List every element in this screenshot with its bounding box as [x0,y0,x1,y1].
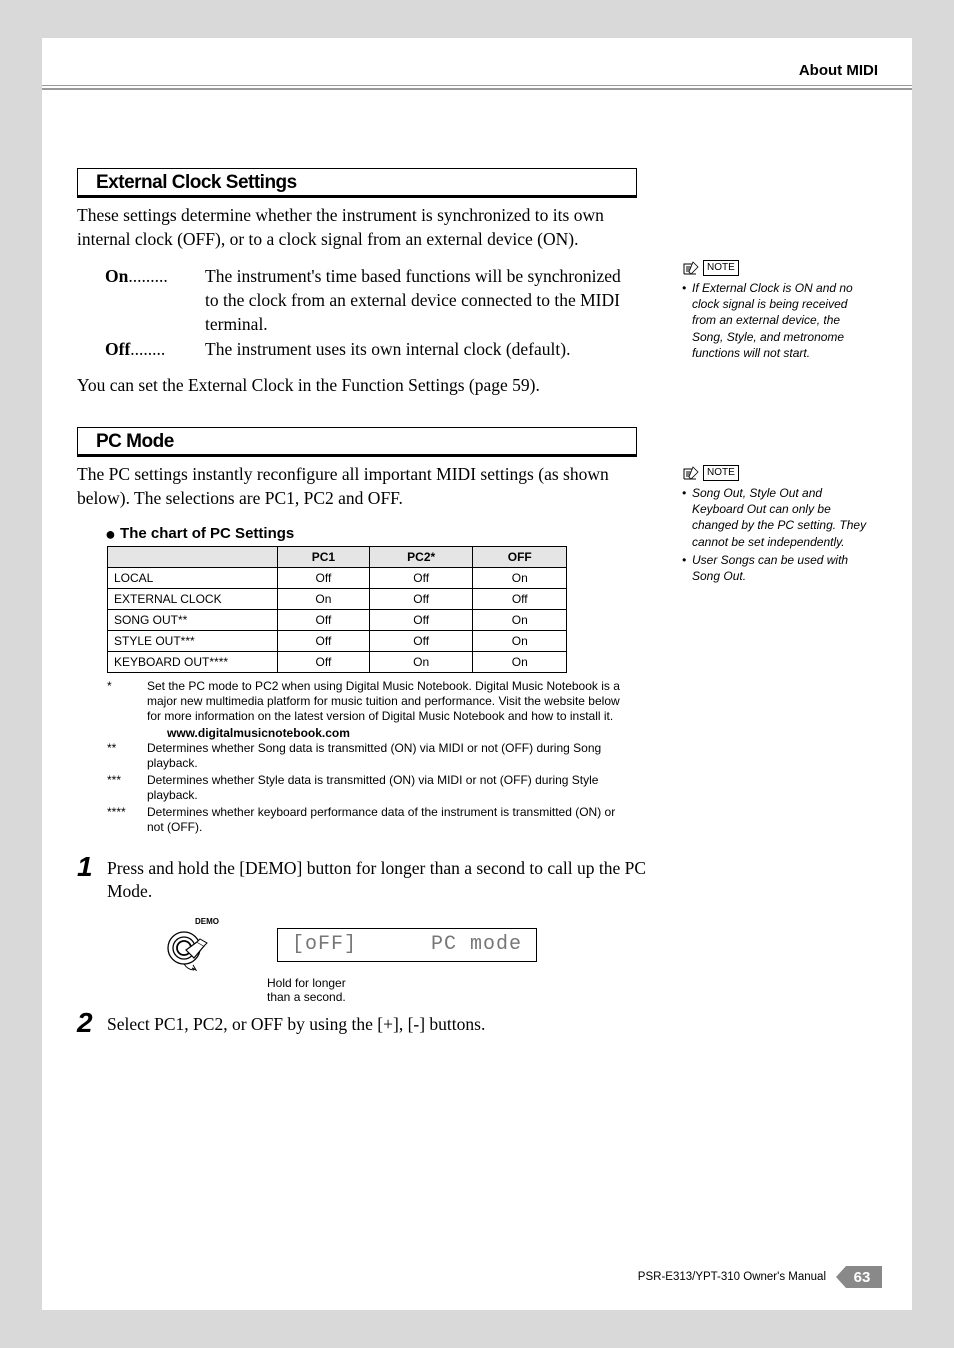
demo-label: DEMO [157,918,227,926]
pc-table-body: LOCALOffOffOnEXTERNAL CLOCKOnOffOffSONG … [108,567,567,672]
table-cell: Off [473,588,567,609]
note-box-1: NOTE •If External Clock is ON and no clo… [682,260,872,363]
on-dots: ......... [128,266,167,286]
on-desc: The instrument's time based functions wi… [205,265,637,336]
table-row: KEYBOARD OUT****OffOnOn [108,651,567,672]
footnotes: *Set the PC mode to PC2 when using Digit… [107,679,627,835]
step-2-number: 2 [77,1009,107,1037]
note2-item2: User Songs can be used with Song Out. [692,552,872,584]
press-button-icon [164,928,220,972]
table-cell: On [473,651,567,672]
pencil-note-icon [682,465,700,481]
pc-settings-table: PC1 PC2* OFF LOCALOffOffOnEXTERNAL CLOCK… [107,546,567,673]
page-number-badge: 63 [836,1266,882,1288]
footnote-marker: **** [107,805,147,835]
hold-line2: than a second. [267,990,346,1004]
ext-clock-closing: You can set the External Clock in the Fu… [77,374,637,398]
step-1-number: 1 [77,853,107,881]
page-number: 63 [836,1266,882,1288]
table-cell: On [473,609,567,630]
table-cell: Off [278,651,370,672]
lcd-left: [oFF] [292,933,357,956]
pc-table-col-off: OFF [473,546,567,567]
step-2-text: Select PC1, PC2, or OFF by using the [+]… [107,1009,647,1037]
table-cell: Off [278,609,370,630]
row-label: EXTERNAL CLOCK [108,588,278,609]
footnote-marker: ** [107,741,147,771]
table-cell: Off [278,567,370,588]
lcd-display: [oFF] PC mode [277,928,537,962]
footnote: **Determines whether Song data is transm… [107,741,627,771]
footnote-text: Set the PC mode to PC2 when using Digita… [147,679,627,724]
header-section-label: About MIDI [799,62,878,79]
footer-manual-title: PSR-E313/YPT-310 Owner's Manual [638,1271,826,1283]
pencil-note-icon [682,260,700,276]
row-label: KEYBOARD OUT**** [108,651,278,672]
table-cell: Off [369,609,473,630]
lcd-right: PC mode [431,933,522,956]
table-cell: Off [369,588,473,609]
table-cell: On [473,567,567,588]
page-footer: PSR-E313/YPT-310 Owner's Manual 63 [638,1266,882,1288]
ext-clock-on-row: On......... The instrument's time based … [77,265,637,336]
footnote: *Set the PC mode to PC2 when using Digit… [107,679,627,724]
pc-chart-heading-text: The chart of PC Settings [120,525,294,542]
off-label: Off [105,339,130,359]
footnote-url: www.digitalmusicnotebook.com [167,726,627,741]
footnote-text: Determines whether keyboard performance … [147,805,627,835]
note1-item1: If External Clock is ON and no clock sig… [692,280,872,361]
note-box-2: NOTE •Song Out, Style Out and Keyboard O… [682,465,872,586]
pc-mode-intro: The PC settings instantly reconfigure al… [77,463,637,510]
step-1-text: Press and hold the [DEMO] button for lon… [107,853,647,904]
note-label: NOTE [703,465,739,481]
off-dots: ........ [130,339,165,359]
pc-table-col-pc2: PC2* [369,546,473,567]
note2-item1: Song Out, Style Out and Keyboard Out can… [692,485,872,550]
table-cell: Off [278,630,370,651]
footnote-marker: * [107,679,147,724]
footnote-text: Determines whether Song data is transmit… [147,741,627,771]
note-label: NOTE [703,260,739,276]
pc-table-col-pc1: PC1 [278,546,370,567]
table-row: SONG OUT**OffOffOn [108,609,567,630]
table-cell: On [473,630,567,651]
row-label: SONG OUT** [108,609,278,630]
step-2: 2 Select PC1, PC2, or OFF by using the [… [77,1009,647,1037]
content-area: External Clock Settings These settings d… [77,168,877,1037]
ext-clock-intro: These settings determine whether the ins… [77,204,637,251]
demo-lcd-row: DEMO [oFF] PC mode [157,918,877,972]
hold-caption: Hold for longer than a second. [267,976,877,1005]
pc-table-empty-header [108,546,278,567]
off-desc: The instrument uses its own internal clo… [205,338,637,362]
table-cell: On [278,588,370,609]
table-row: LOCALOffOffOn [108,567,567,588]
table-row: STYLE OUT***OffOffOn [108,630,567,651]
table-cell: Off [369,630,473,651]
table-cell: On [369,651,473,672]
footnote: ***Determines whether Style data is tran… [107,773,627,803]
section-title-pc-mode: PC Mode [77,427,637,457]
row-label: LOCAL [108,567,278,588]
hold-line1: Hold for longer [267,976,346,990]
header-rule [42,85,912,90]
on-label: On [105,266,128,286]
footnote: ****Determines whether keyboard performa… [107,805,627,835]
footnote-text: Determines whether Style data is transmi… [147,773,627,803]
demo-button-illustration: DEMO [157,918,227,972]
page: About MIDI External Clock Settings These… [42,38,912,1310]
row-label: STYLE OUT*** [108,630,278,651]
footnote-marker: *** [107,773,147,803]
ext-clock-off-row: Off........ The instrument uses its own … [77,338,637,362]
step-1: 1 Press and hold the [DEMO] button for l… [77,853,647,904]
section-title-external-clock: External Clock Settings [77,168,637,198]
table-cell: Off [369,567,473,588]
table-row: EXTERNAL CLOCKOnOffOff [108,588,567,609]
